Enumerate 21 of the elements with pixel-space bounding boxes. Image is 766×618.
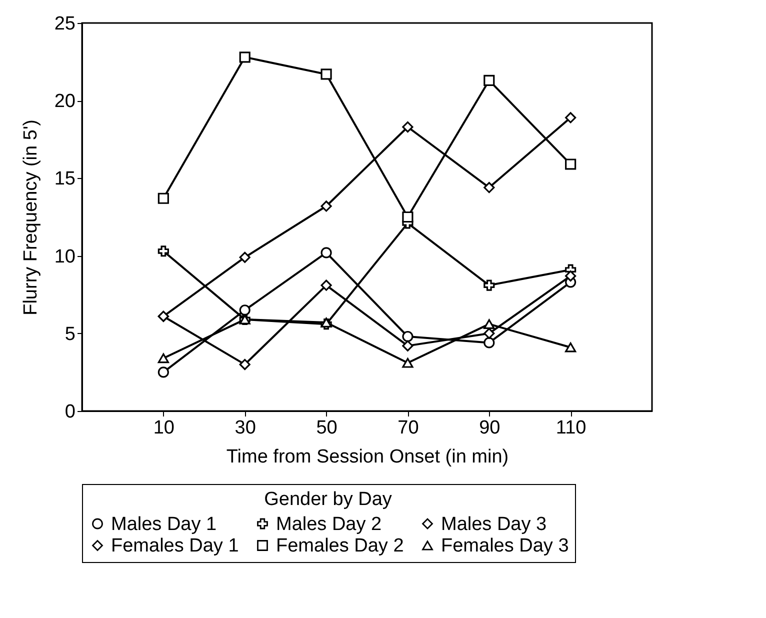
x-tick-label: 110 [556,418,586,438]
x-tick-label: 30 [234,418,256,438]
legend-label: Females Day 2 [276,536,404,556]
x-tick-label: 70 [398,418,419,438]
legend-label: Males Day 2 [276,514,382,535]
legend-label: Males Day 3 [441,514,547,535]
x-tick-label: 50 [316,418,338,438]
y-tick-label: 25 [54,14,76,34]
y-tick-label: 10 [54,246,76,268]
legend-label: Females Day 1 [111,536,239,556]
y-axis-title: Flurry Frequency (in 5') [20,120,42,316]
y-tick-label: 5 [64,324,76,345]
y-tick-label: 15 [54,168,76,190]
y-tick-label: 0 [64,402,76,422]
x-axis-title: Time from Session Onset (in min) [226,446,509,468]
x-tick-label: 10 [153,418,174,438]
x-tick-label: 90 [479,418,500,438]
legend-label: Females Day 3 [441,536,569,556]
legend-title: Gender by Day [264,489,392,510]
y-tick-label: 20 [54,91,76,112]
legend-label: Males Day 1 [111,514,217,535]
